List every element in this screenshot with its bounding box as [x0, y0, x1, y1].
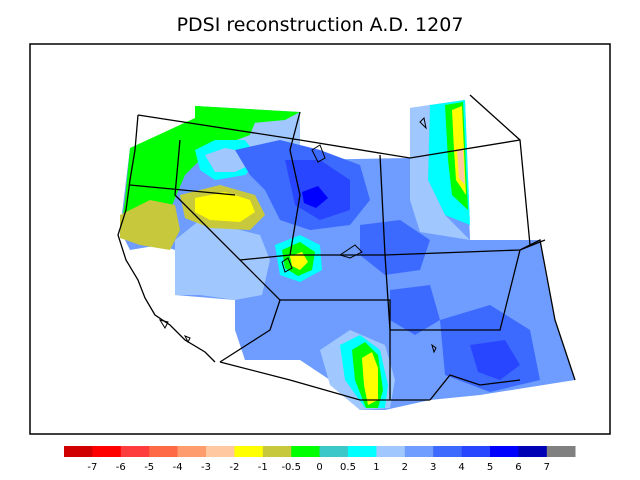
legend: -7 -6 -5 -4 -3 -2 -1 -0.5 0 0.5 1 2 3 4 5 6 7 [64, 446, 576, 473]
legend-label: 1 [373, 462, 379, 473]
legend-swatch [64, 446, 93, 457]
light-blue-zone-west [175, 220, 270, 300]
great-salt-lake [338, 244, 363, 259]
legend-swatch [234, 446, 264, 457]
lake-ne [419, 116, 427, 130]
deep-blue-zone-wyoming [302, 186, 328, 208]
arizona-south-border [219, 361, 430, 401]
legend-swatch [262, 446, 292, 457]
legend-label: -7 [87, 462, 97, 473]
legend-swatch [518, 446, 548, 457]
light-blue-zone-northeast [410, 105, 470, 240]
legend-label: -1 [258, 462, 268, 473]
id-mt-border [289, 111, 301, 256]
legend-swatch [149, 446, 178, 457]
legend-swatch [490, 446, 519, 457]
legend-swatch [404, 446, 434, 457]
olive-zone-west [120, 200, 180, 250]
yellow-zone-arizona [362, 352, 378, 405]
co-nm-border [280, 299, 391, 400]
legend-swatch [206, 446, 235, 457]
or-ca-border [129, 184, 236, 196]
lakes [158, 116, 437, 354]
legend-swatch [177, 446, 207, 457]
lake-yellowstone [311, 144, 326, 163]
legend-label: 2 [402, 462, 408, 473]
state-boundaries [117, 94, 576, 401]
legend-label: 3 [430, 462, 436, 473]
island-1 [158, 319, 169, 330]
legend-label: -4 [173, 462, 183, 473]
pacific-coastline [117, 114, 216, 363]
legend-label: 6 [515, 462, 521, 473]
legend-label: -5 [144, 462, 154, 473]
legend-swatch [348, 446, 377, 457]
map-title: PDSI reconstruction A.D. 1207 [176, 14, 464, 36]
legend-label: 0 [316, 462, 322, 473]
legend-swatch [433, 446, 462, 457]
legend-label: -0.5 [281, 462, 301, 473]
legend-swatch [461, 446, 491, 457]
legend-swatch [92, 446, 122, 457]
orange-zone-northeast [457, 148, 465, 185]
legend-swatches [64, 446, 576, 457]
northern-border [137, 114, 521, 159]
blue-zone-colorado [360, 220, 430, 275]
yellow-zone-utah [290, 252, 308, 270]
nm-tx-border [429, 374, 521, 401]
legend-labels: -7 -6 -5 -4 -3 -2 -1 -0.5 0 0.5 1 2 3 4 5 6 7 [87, 462, 550, 473]
lake-mead [281, 257, 293, 273]
blue-zone-newmexico [390, 285, 440, 335]
legend-swatch [291, 446, 320, 457]
green-zone-north [195, 106, 300, 130]
legend-swatch [120, 446, 150, 457]
wyoming-border [379, 154, 546, 256]
legend-label: -6 [116, 462, 126, 473]
legend-label: -2 [229, 462, 239, 473]
legend-swatch [319, 446, 349, 457]
legend-label: 5 [487, 462, 493, 473]
legend-label: 0.5 [340, 462, 356, 473]
ca-nv-border [174, 139, 281, 363]
lake-nm [431, 343, 437, 354]
legend-label: 4 [458, 462, 464, 473]
strong-blue-zone-southeast [470, 340, 520, 380]
legend-label: -3 [201, 462, 211, 473]
island-2 [183, 335, 191, 344]
yellow-zone-nevada [195, 192, 255, 222]
legend-swatch [376, 446, 406, 457]
dakota-border [469, 94, 531, 246]
legend-swatch [546, 446, 576, 457]
legend-label: 7 [544, 462, 550, 473]
